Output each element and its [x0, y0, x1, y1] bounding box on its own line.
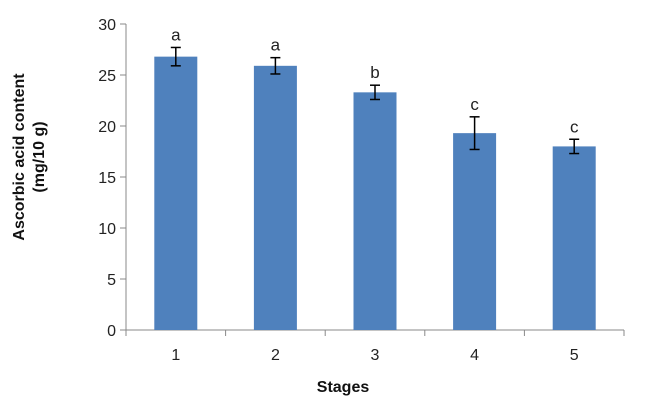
- y-axis-title-line2: (mg/10 g): [31, 121, 48, 192]
- bar-stage-2: [253, 65, 297, 330]
- significance-letter: a: [171, 25, 181, 44]
- x-axis: 1 2 3 4 5: [125, 329, 625, 364]
- bar-stage-1: [154, 56, 198, 330]
- x-tick-label: 1: [171, 347, 180, 364]
- significance-letters: a a b c c: [171, 25, 579, 136]
- y-axis-title-line1: Ascorbic acid content: [11, 73, 28, 241]
- x-tick-label: 3: [371, 347, 380, 364]
- significance-letter: a: [271, 36, 281, 55]
- y-tick-label: 5: [107, 272, 116, 289]
- x-tick-label: 4: [470, 347, 479, 364]
- error-bars: [170, 46, 580, 155]
- y-tick-label: 10: [98, 221, 116, 238]
- y-tick-label: 20: [98, 119, 116, 136]
- y-tick-label: 30: [98, 17, 116, 34]
- y-tick-label: 15: [98, 170, 116, 187]
- x-axis-title: Stages: [317, 379, 370, 396]
- bars: [154, 56, 596, 330]
- x-tick-label: 5: [570, 347, 579, 364]
- significance-letter: b: [370, 63, 379, 82]
- y-axis: 0 5 10 15 20 25 30: [98, 17, 127, 340]
- y-axis-title-group: Ascorbic acid content (mg/10 g): [11, 73, 48, 241]
- bar-stage-4: [453, 133, 497, 330]
- x-tick-label: 2: [271, 347, 280, 364]
- significance-letter: c: [570, 117, 579, 136]
- bar-stage-3: [353, 92, 397, 330]
- y-tick-label: 25: [98, 68, 116, 85]
- bar-stage-5: [552, 146, 596, 330]
- significance-letter: c: [470, 95, 479, 114]
- y-tick-label: 0: [107, 323, 116, 340]
